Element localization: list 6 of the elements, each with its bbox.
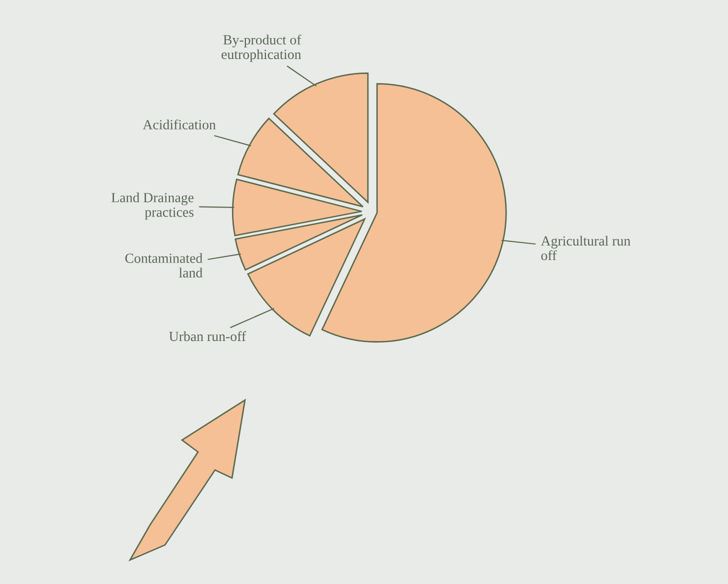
slice-label: Contaminated land	[125, 253, 202, 278]
slice-label: Urban run-off	[169, 331, 246, 342]
slice-label: By-product of eutrophication	[222, 34, 302, 62]
slice-label: Acidification	[142, 119, 216, 130]
slice-label: Agricultural run off	[540, 236, 630, 260]
slice-label: Land Drainage practices	[112, 192, 194, 220]
